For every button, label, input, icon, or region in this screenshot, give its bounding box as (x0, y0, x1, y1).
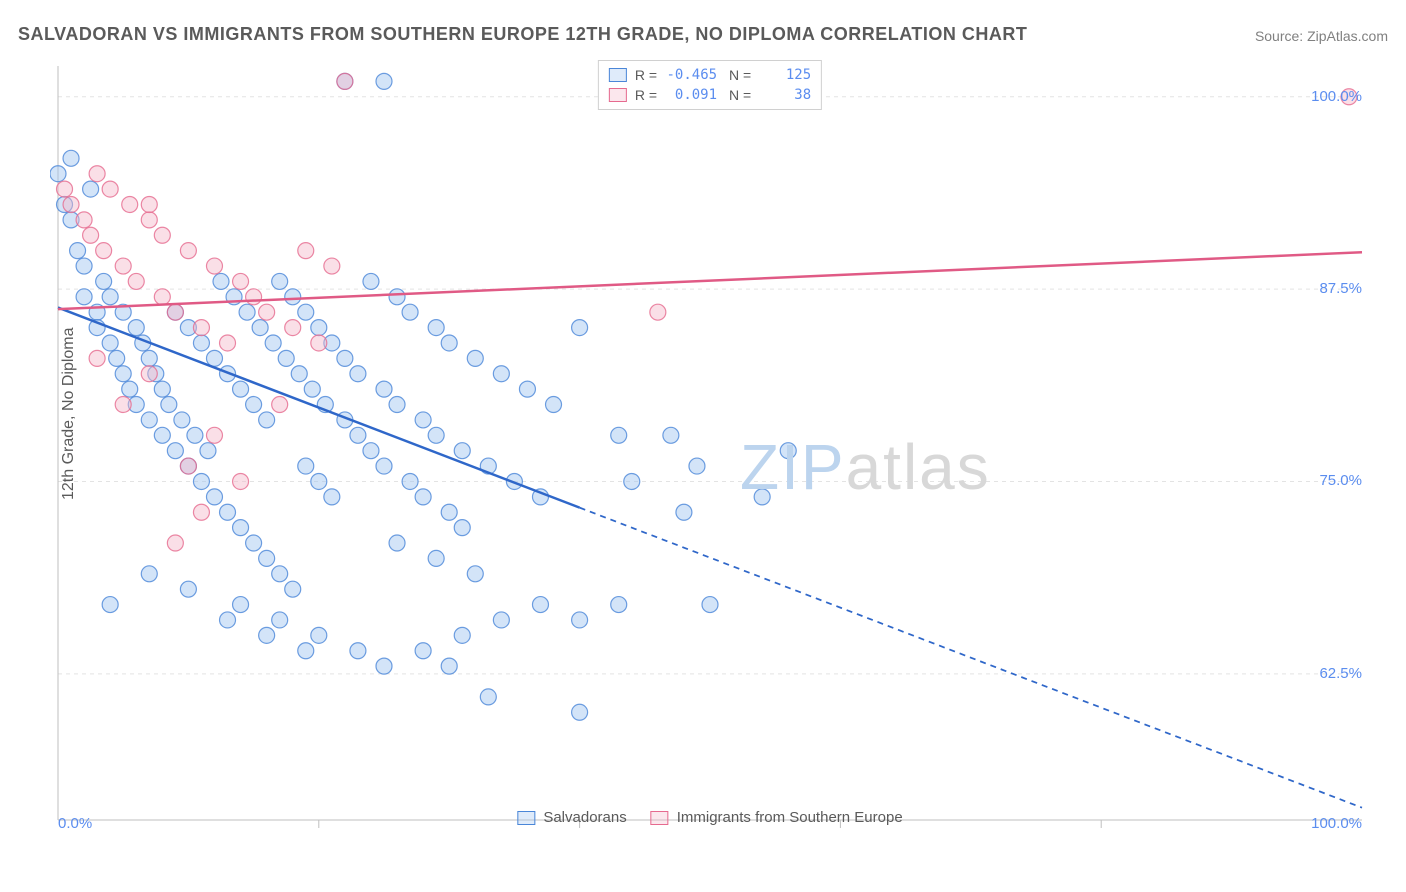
legend-item: Immigrants from Southern Europe (651, 809, 903, 826)
y-axis-label: 12th Grade, No Diploma (60, 327, 78, 500)
y-tick-label: 75.0% (1319, 472, 1362, 489)
legend-item: Salvadorans (517, 809, 626, 826)
scatter-plot (50, 60, 1370, 830)
correlation-legend: R =-0.465 N =125R =0.091 N =38 (598, 60, 822, 110)
series-legend: Salvadorans Immigrants from Southern Euro… (517, 809, 902, 826)
y-tick-label: 62.5% (1319, 665, 1362, 682)
chart-container: 12th Grade, No Diploma R =-0.465 N =125R… (50, 60, 1370, 830)
x-tick-label: 0.0% (58, 815, 92, 832)
chart-title: SALVADORAN VS IMMIGRANTS FROM SOUTHERN E… (18, 24, 1027, 45)
legend-row: R =-0.465 N =125 (609, 65, 811, 85)
y-tick-label: 100.0% (1311, 88, 1362, 105)
x-tick-label: 100.0% (1311, 815, 1362, 832)
y-tick-label: 87.5% (1319, 280, 1362, 297)
legend-row: R =0.091 N =38 (609, 85, 811, 105)
source-attribution: Source: ZipAtlas.com (1255, 28, 1388, 44)
